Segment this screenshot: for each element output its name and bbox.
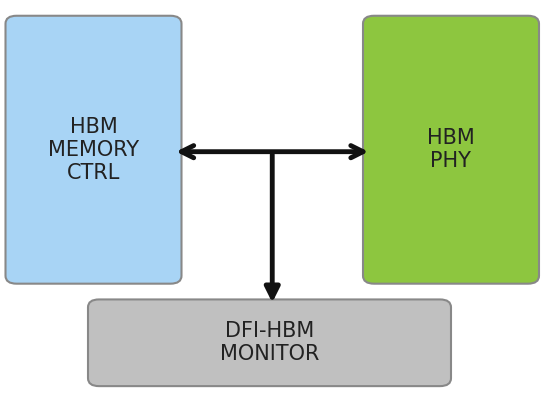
FancyBboxPatch shape (88, 299, 451, 386)
FancyBboxPatch shape (363, 16, 539, 284)
Text: HBM
PHY: HBM PHY (427, 128, 475, 171)
FancyBboxPatch shape (6, 16, 182, 284)
Text: HBM
MEMORY
CTRL: HBM MEMORY CTRL (48, 117, 139, 183)
Text: DFI-HBM
MONITOR: DFI-HBM MONITOR (220, 321, 319, 364)
